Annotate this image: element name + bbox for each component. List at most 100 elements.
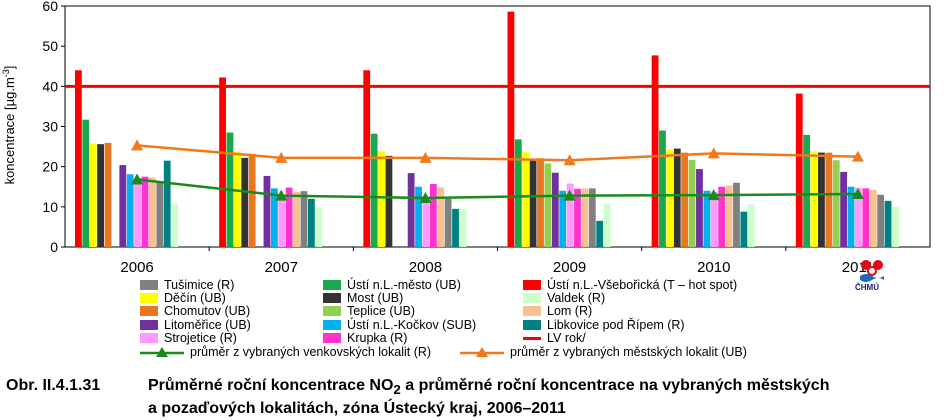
bar	[315, 207, 323, 247]
y-tick-label: 40	[42, 78, 58, 94]
bar	[141, 176, 149, 247]
bar	[233, 151, 241, 247]
legend-swatch	[140, 332, 158, 343]
legend-label: Most (UB)	[347, 291, 404, 306]
legend-label: Ústí n.L.-Všebořická (T – hot spot)	[547, 278, 738, 292]
bar	[444, 198, 452, 247]
legend-swatch	[140, 347, 184, 357]
bar	[278, 197, 286, 247]
legend-label: průměr z vybraných městských lokalit (UB…	[510, 345, 747, 359]
bar	[869, 189, 877, 247]
bar	[588, 188, 596, 247]
bar	[241, 157, 249, 247]
bar	[452, 208, 459, 247]
bar	[126, 174, 134, 247]
bar	[747, 204, 755, 247]
legend-swatch	[323, 306, 341, 317]
line-marker	[851, 150, 864, 162]
legend-swatch	[523, 336, 541, 340]
bar	[429, 183, 437, 247]
bar	[378, 151, 385, 247]
bar	[892, 206, 899, 247]
bar	[407, 173, 415, 247]
legend-label: Lom (R)	[547, 304, 593, 319]
bar	[248, 153, 256, 247]
legend-label: Litoměřice (UB)	[164, 317, 251, 332]
line-marker	[851, 187, 864, 199]
legend-swatch	[323, 332, 341, 343]
legend-swatch	[323, 293, 341, 304]
bar	[385, 155, 393, 247]
bar	[219, 77, 226, 247]
legend-swatch	[460, 347, 504, 357]
bar	[507, 11, 515, 247]
x-tick-label: 2007	[265, 259, 298, 276]
bar	[710, 191, 718, 247]
bar	[733, 182, 740, 247]
bar	[666, 149, 674, 247]
line-marker	[131, 173, 144, 185]
bars	[75, 11, 899, 248]
bar	[270, 188, 278, 247]
legend-label: průměr z vybraných venkovských lokalit (…	[190, 345, 432, 359]
legend-label: Ústí n.L.-město (UB)	[347, 278, 461, 292]
line-marker	[275, 189, 288, 201]
bar	[300, 191, 308, 247]
bar	[459, 208, 467, 247]
bar	[522, 152, 530, 247]
x-tick-label: 2008	[409, 259, 442, 276]
bar	[673, 148, 681, 247]
bar	[651, 55, 659, 247]
line-marker	[419, 191, 432, 203]
bar	[832, 160, 840, 247]
bar	[119, 165, 127, 247]
bar	[581, 188, 589, 247]
bar	[551, 172, 559, 247]
bar	[596, 220, 604, 247]
bar	[156, 181, 164, 247]
bar	[810, 151, 818, 247]
bar	[688, 159, 696, 247]
bar	[97, 144, 104, 247]
bar	[293, 191, 300, 247]
bar	[681, 152, 689, 247]
bar	[544, 163, 552, 247]
legend-swatch	[140, 280, 158, 290]
line-marker	[707, 189, 720, 201]
caption-number: Obr. II.4.1.31	[6, 377, 101, 394]
line-marker	[275, 151, 288, 163]
legend-label: LV rok/	[547, 330, 586, 345]
legend-swatch	[140, 293, 158, 304]
bar	[795, 93, 803, 248]
bar	[285, 187, 293, 247]
bar	[171, 203, 178, 247]
legend-label: Libkovice pod Řípem (R)	[547, 317, 685, 332]
bar	[134, 177, 141, 247]
y-tick-label: 10	[42, 199, 58, 215]
legend-swatch	[523, 319, 541, 330]
caption-line1-sub: 2	[393, 382, 401, 398]
bar	[884, 200, 892, 247]
bar	[803, 134, 811, 247]
legend-label: Chomutov (UB)	[164, 304, 251, 319]
bar	[855, 187, 862, 247]
bar	[825, 152, 833, 247]
line-marker	[563, 189, 576, 201]
chmu-logo	[860, 260, 884, 282]
bar	[537, 158, 544, 247]
bar	[75, 70, 82, 248]
y-tick-label: 50	[42, 38, 58, 54]
bar	[163, 160, 171, 247]
x-tick-label: 2006	[120, 259, 153, 276]
bar	[574, 188, 581, 247]
bar	[603, 203, 611, 247]
legend-swatch	[323, 319, 341, 330]
legend-label: Krupka (R)	[347, 330, 408, 345]
bar	[703, 190, 711, 247]
legend: Tušimice (R) Ústí n.L.-město (UB) Ústí n.L…	[140, 279, 840, 369]
bar	[89, 143, 97, 247]
x-tick-label: 2009	[553, 259, 586, 276]
bar	[307, 198, 315, 247]
